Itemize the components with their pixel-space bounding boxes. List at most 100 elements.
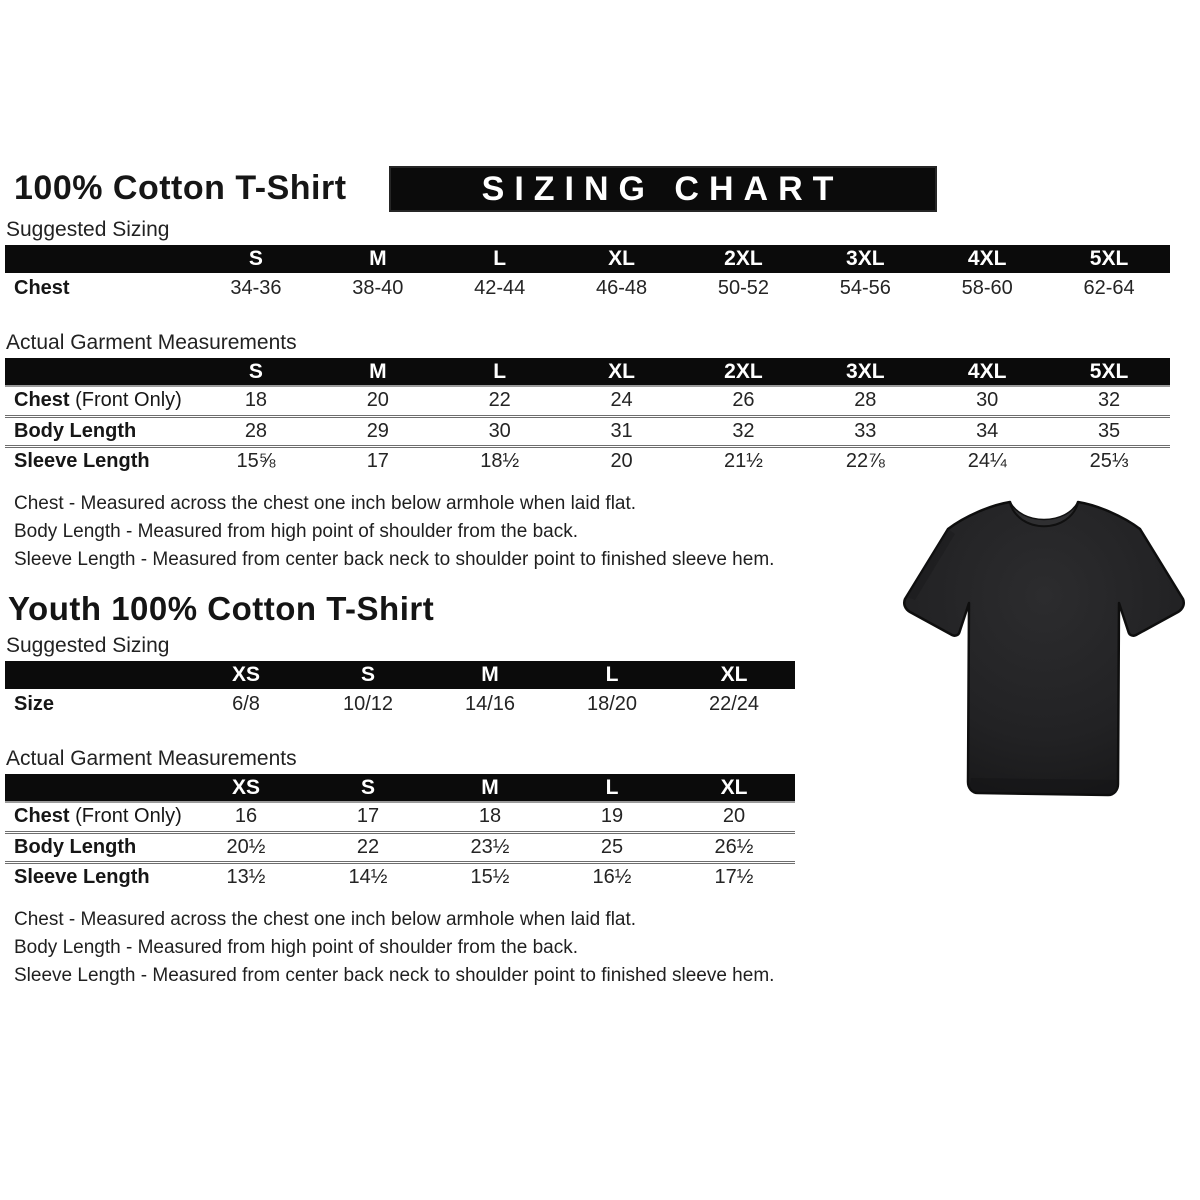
measurement-row: Sleeve Length 13½ 14½ 15½ 16½ 17½ [5,860,795,892]
measurement-value: 35 [1048,414,1170,446]
size-column-header: 5XL [1048,358,1170,386]
size-column-header: XL [560,358,683,386]
measurement-value: 31 [560,414,683,446]
measurement-value: 10/12 [342,692,394,715]
tshirt-shading-left-sleeve [907,529,955,600]
measurement-value: 46-48 [595,276,648,299]
measurement-row: Chest 34-36 38-40 42-44 46-48 50-52 54-56 58-60… [5,273,1170,303]
adult-actual-measurements-label: Actual Garment Measurements [6,331,297,354]
header-row: 100% Cotton T-Shirt SIZING CHART [0,166,1200,212]
size-column-header: XL [673,661,795,689]
size-column-header: M [316,245,439,273]
measurement-value: 50-52 [717,276,770,299]
measurement-value: 21½ [682,444,805,476]
measurement-value: 14½ [307,860,429,892]
size-header-row: XS S M L XL [5,661,795,689]
sizing-chart-banner-label: SIZING CHART [481,169,844,208]
size-column-header: L [551,774,673,802]
measurement-row: Size 6/8 10/12 14/16 18/20 22/24 [5,689,795,719]
measurement-value: 15½ [429,860,551,892]
youth-measurement-notes: Chest - Measured across the chest one in… [14,906,1200,990]
adult-measurement-notes: Chest - Measured across the chest one in… [14,490,1200,574]
size-column-header: S [307,774,429,802]
header-label-spacer [5,661,185,689]
tshirt-product-image [893,482,1195,812]
measurement-value: 34 [926,414,1049,446]
adult-suggested-sizing-table: S M L XL 2XL 3XL 4XL 5XL Chest 34-36 38-40 42-44 46-… [5,245,1170,303]
measurement-value: 20 [316,385,439,416]
measurement-value: 19 [551,801,673,832]
row-label: Chest [14,276,70,299]
measurement-value: 29 [316,414,439,446]
measurement-value: 25⅓ [1048,444,1170,476]
measurement-row: Chest (Front Only) 16 17 18 19 20 [5,801,795,832]
youth-suggested-sizing-table: XS S M L XL Size 6/8 10/12 14/16 18/20 22/24 [5,661,795,719]
measurement-value: 18 [195,385,317,416]
header-label-spacer [5,245,195,273]
measurement-value: 62-64 [1083,276,1135,299]
tshirt-shading-hem [970,778,1117,794]
size-column-header: S [195,358,317,386]
row-label: Body Length [5,414,195,446]
measurement-value: 17½ [673,860,795,892]
measurement-value: 26½ [673,830,795,862]
adult-measurements-table: S M L XL 2XL 3XL 4XL 5XL Chest (Front Only) 18 20 2… [5,358,1170,476]
size-column-header: 3XL [804,245,927,273]
measurement-value: 18/20 [586,692,638,715]
size-column-header: M [429,774,551,802]
size-column-header: XL [673,774,795,802]
row-label: Sleeve Length [5,444,195,476]
measurement-value: 54-56 [839,276,891,299]
measurement-value: 17 [307,801,429,832]
note-body-length: Body Length - Measured from high point o… [14,937,578,958]
measurement-value: 32 [1048,385,1170,416]
note-body-length: Body Length - Measured from high point o… [14,521,578,542]
measurement-value: 16½ [551,860,673,892]
measurement-value: 34-36 [230,276,282,299]
measurement-value: 20½ [185,830,307,862]
header-label-spacer [5,358,195,386]
measurement-value: 22 [307,830,429,862]
measurement-value: 18 [429,801,551,832]
size-header-row: S M L XL 2XL 3XL 4XL 5XL [5,245,1170,273]
size-column-header: XS [185,774,307,802]
measurement-value: 20 [560,444,683,476]
measurement-value: 26 [682,385,805,416]
measurement-value: 13½ [185,860,307,892]
sizing-chart-banner: SIZING CHART [388,166,937,212]
measurement-value: 24¼ [926,444,1049,476]
measurement-value: 18½ [438,444,561,476]
header-label-spacer [5,774,185,802]
row-label: Size [14,692,55,715]
measurement-value: 25 [551,830,673,862]
measurement-value: 22⅞ [804,444,927,476]
size-header-row: XS S M L XL [5,774,795,802]
size-column-header: 4XL [926,358,1049,386]
adult-suggested-sizing-label: Suggested Sizing [6,218,170,241]
row-label: Chest (Front Only) [5,801,185,832]
youth-title: Youth 100% Cotton T-Shirt [8,590,435,627]
measurement-value: 14/16 [464,692,516,715]
measurement-value: 32 [682,414,805,446]
size-column-header: 3XL [804,358,927,386]
youth-measurements-table: XS S M L XL Chest (Front Only) 16 17 18 19 20 Body … [5,774,795,892]
measurement-value: 16 [185,801,307,832]
black-tshirt-illustration [902,500,1186,797]
note-chest: Chest - Measured across the chest one in… [14,909,637,930]
size-header-row: S M L XL 2XL 3XL 4XL 5XL [5,358,1170,386]
size-column-header: L [438,245,561,273]
measurement-value: 33 [804,414,927,446]
note-chest: Chest - Measured across the chest one in… [14,493,637,514]
size-column-header: 2XL [682,245,805,273]
size-column-header: M [429,661,551,689]
note-sleeve-length: Sleeve Length - Measured from center bac… [14,965,775,986]
row-label: Chest (Front Only) [5,385,195,416]
measurement-value: 38-40 [352,276,404,299]
measurement-value: 22/24 [708,692,760,715]
measurement-value: 23½ [429,830,551,862]
measurement-value: 6/8 [232,692,260,715]
measurement-value: 30 [438,414,561,446]
measurement-value: 15⅝ [195,444,317,476]
measurement-value: 28 [804,385,927,416]
